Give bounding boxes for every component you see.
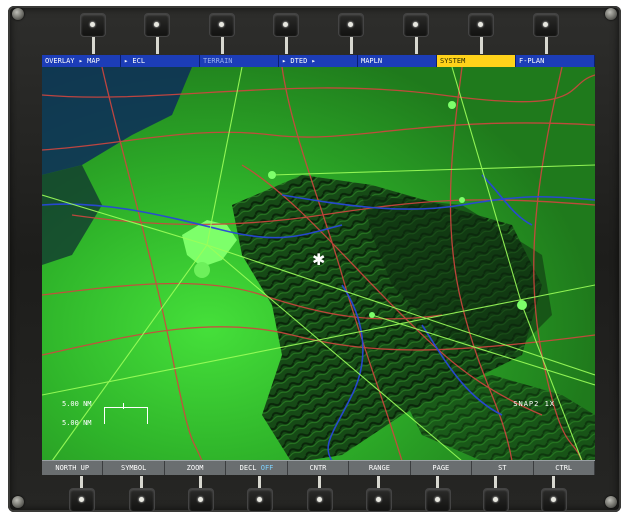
softkey-ecl[interactable]: ▸ ECL <box>121 55 200 67</box>
bezel-key-stem <box>552 476 555 492</box>
softkey-dted[interactable]: ▸ DTED ▸ <box>279 55 358 67</box>
bezel-key-indicator <box>551 497 556 502</box>
bezel-key-stem <box>156 34 159 54</box>
bezel-key-stem <box>545 34 548 54</box>
bezel-key-indicator <box>79 497 84 502</box>
bezel-key-indicator <box>90 22 95 27</box>
aircraft-position-icon: ✱ <box>312 250 326 269</box>
softkey-page[interactable]: PAGE <box>411 461 473 475</box>
softkey-ctrl[interactable]: CTRL <box>534 461 595 475</box>
softkey-mapln[interactable]: MAPLN <box>358 55 437 67</box>
bezel-key-bottom-8[interactable] <box>483 488 509 512</box>
bezel-key-indicator <box>493 497 498 502</box>
bezel-key-top-5[interactable] <box>338 13 364 37</box>
softkey-decl[interactable]: DECL OFF <box>226 461 288 475</box>
bezel-key-bottom-5[interactable] <box>307 488 333 512</box>
bezel-key-bottom-2[interactable] <box>129 488 155 512</box>
terrain-map[interactable] <box>42 55 595 475</box>
screw-bottom-right <box>605 496 617 508</box>
bezel-key-top-2[interactable] <box>144 13 170 37</box>
bezel-key-stem <box>80 476 83 492</box>
bezel-key-indicator <box>413 22 418 27</box>
bezel-key-top-7[interactable] <box>468 13 494 37</box>
decl-state: OFF <box>260 464 274 472</box>
bezel-key-bottom-7[interactable] <box>425 488 451 512</box>
screw-top-left <box>12 8 24 20</box>
bezel-key-indicator <box>198 497 203 502</box>
bezel-key-stem <box>494 476 497 492</box>
range-scale-labels: 5.00 NM 5.00 NM <box>62 400 92 438</box>
bezel-key-bottom-4[interactable] <box>247 488 273 512</box>
bezel-key-top-1[interactable] <box>80 13 106 37</box>
bezel-key-stem <box>140 476 143 492</box>
bezel-key-indicator <box>219 22 224 27</box>
bezel-key-stem <box>350 34 353 54</box>
scale-label-top: 5.00 NM <box>62 400 92 408</box>
softkey-terrain[interactable]: TERRAIN <box>200 55 279 67</box>
bezel-key-top-8[interactable] <box>533 13 559 37</box>
bezel-key-indicator <box>376 497 381 502</box>
softkey-cntr[interactable]: CNTR <box>288 461 350 475</box>
bezel-key-stem <box>285 34 288 54</box>
scale-bar <box>104 403 148 424</box>
bezel-key-indicator <box>543 22 548 27</box>
bezel-key-bottom-6[interactable] <box>366 488 392 512</box>
bezel-key-indicator <box>139 497 144 502</box>
bezel-key-indicator <box>154 22 159 27</box>
bezel-key-stem <box>199 476 202 492</box>
softkey-system[interactable]: SYSTEM <box>437 55 516 67</box>
bezel-key-stem <box>318 476 321 492</box>
bezel-key-bottom-9[interactable] <box>541 488 567 512</box>
softkey-fplan[interactable]: F-PLAN <box>516 55 595 67</box>
bezel-key-indicator <box>257 497 262 502</box>
bezel-key-stem <box>258 476 261 492</box>
softkey-zoom[interactable]: ZOOM <box>165 461 227 475</box>
bezel-key-indicator <box>317 497 322 502</box>
bezel-key-bottom-3[interactable] <box>188 488 214 512</box>
bottom-softkey-bar: NORTH UP SYMBOL ZOOM DECL OFF CNTR RANGE… <box>42 460 595 475</box>
softkey-range[interactable]: RANGE <box>349 461 411 475</box>
bezel-key-top-6[interactable] <box>403 13 429 37</box>
bezel-key-stem <box>92 34 95 54</box>
bezel-key-stem <box>377 476 380 492</box>
bezel-key-stem <box>415 34 418 54</box>
map-display-screen: OVERLAY ▸ MAP ▸ ECL TERRAIN ▸ DTED ▸ MAP… <box>42 55 595 475</box>
top-softkey-bar: OVERLAY ▸ MAP ▸ ECL TERRAIN ▸ DTED ▸ MAP… <box>42 55 595 67</box>
screw-top-right <box>605 8 617 20</box>
bezel-key-indicator <box>435 497 440 502</box>
bezel-key-stem <box>221 34 224 54</box>
bezel-key-stem <box>480 34 483 54</box>
decl-label: DECL <box>239 464 257 472</box>
bezel-key-stem <box>436 476 439 492</box>
softkey-overlay-map[interactable]: OVERLAY ▸ MAP <box>42 55 121 67</box>
softkey-st[interactable]: ST <box>472 461 534 475</box>
bezel-key-top-3[interactable] <box>209 13 235 37</box>
bezel-key-indicator <box>478 22 483 27</box>
bezel-key-indicator <box>348 22 353 27</box>
bezel-key-bottom-1[interactable] <box>69 488 95 512</box>
mode-readout: SNAP2 1X <box>513 400 555 408</box>
scale-label-bottom: 5.00 NM <box>62 419 92 427</box>
bezel-key-top-4[interactable] <box>273 13 299 37</box>
screw-bottom-left <box>12 496 24 508</box>
bezel-key-indicator <box>283 22 288 27</box>
softkey-symbol[interactable]: SYMBOL <box>103 461 165 475</box>
softkey-north-up[interactable]: NORTH UP <box>42 461 104 475</box>
